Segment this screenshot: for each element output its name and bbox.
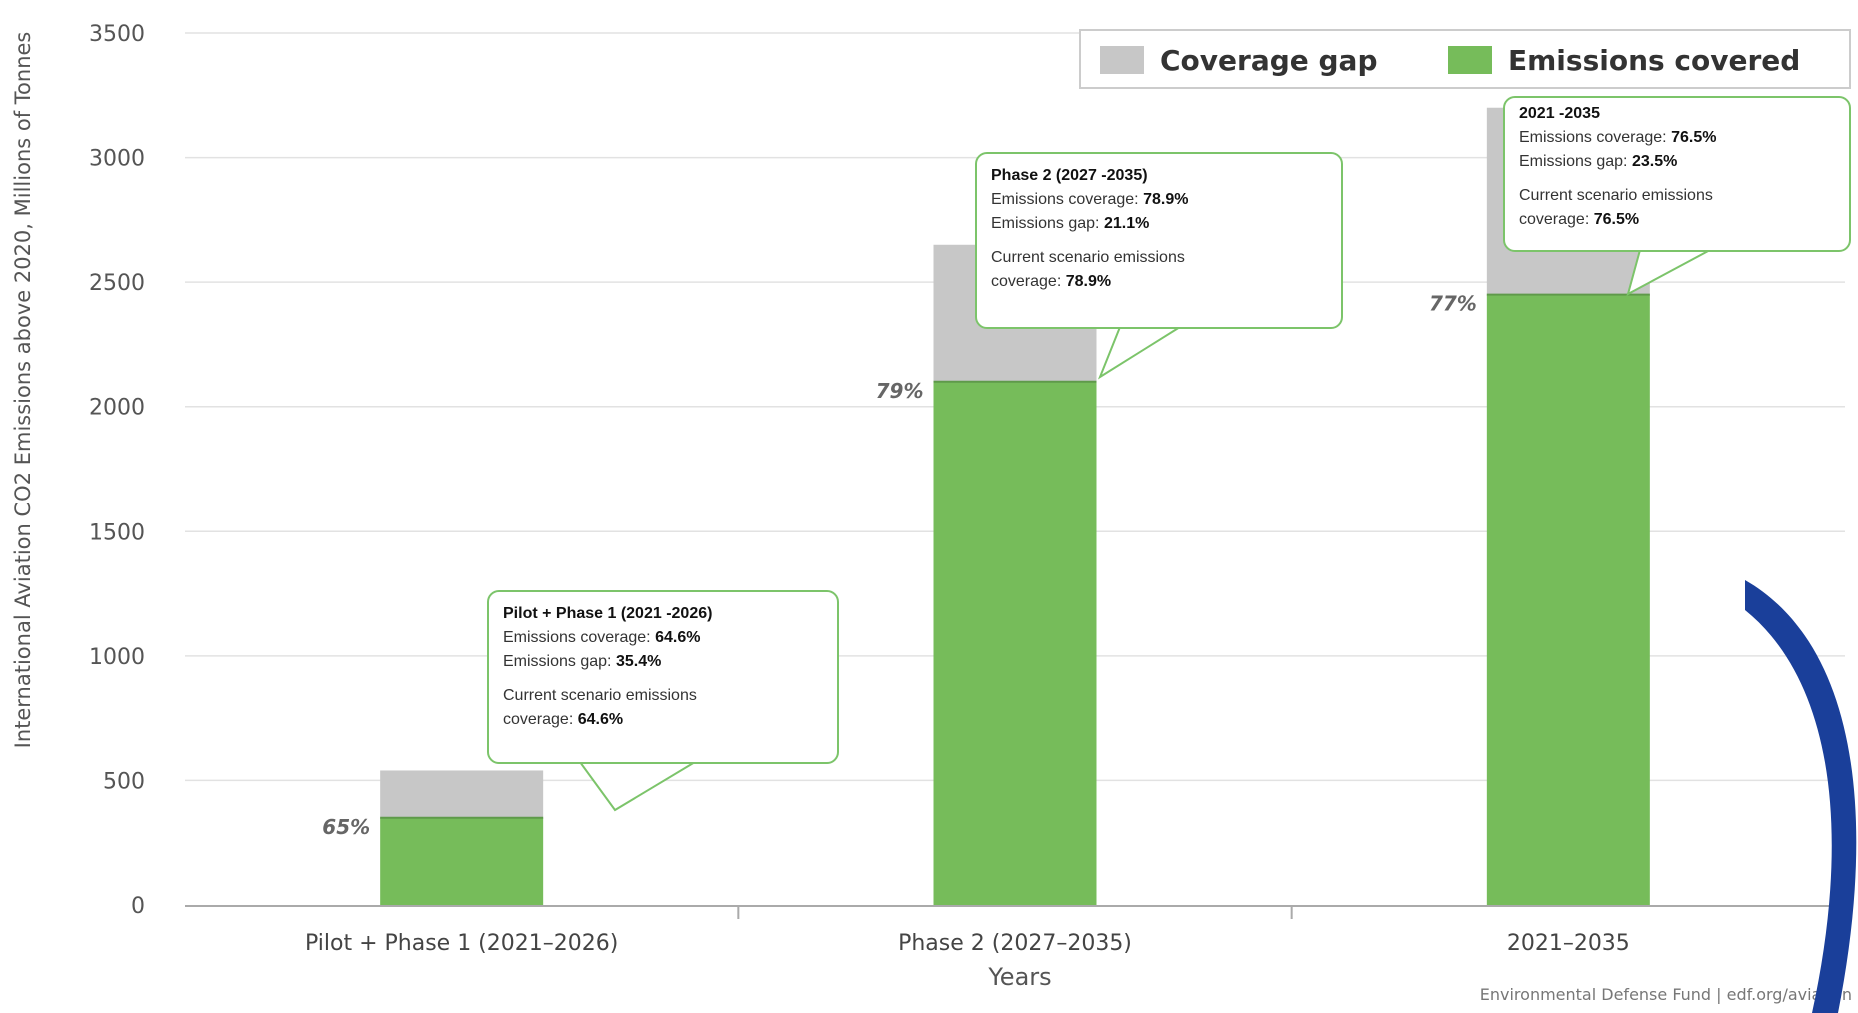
- y-tick-label: 1000: [89, 645, 145, 670]
- tooltip-gap: Emissions gap: 21.1%: [991, 215, 1150, 232]
- bar-emissions-covered: [1486, 294, 1650, 906]
- x-axis: Pilot + Phase 1 (2021–2026) Phase 2 (2027…: [185, 905, 1845, 956]
- tooltip-title: Phase 2 (2027 -2035): [991, 167, 1148, 184]
- y-tick-label: 500: [103, 769, 145, 794]
- x-axis-title: Years: [987, 963, 1051, 991]
- bar-percent-label: 79%: [876, 379, 924, 403]
- bar-percent-label: 77%: [1429, 292, 1477, 316]
- tooltip-phase2: Phase 2 (2027 -2035) Emissions coverage:…: [975, 152, 1343, 329]
- tooltip-coverage: Emissions coverage: 76.5%: [1519, 129, 1717, 146]
- legend-label-emissions-covered: Emissions covered: [1508, 44, 1800, 77]
- x-category-label: Pilot + Phase 1 (2021–2026): [305, 931, 618, 956]
- y-tick-label: 0: [131, 894, 145, 919]
- bar-emissions-covered: [380, 817, 544, 905]
- tooltip-scenario: Current scenario emissions: [1519, 187, 1713, 204]
- tooltip-pointers: [579, 249, 1711, 812]
- tooltip-scenario-value: coverage: 64.6%: [503, 711, 624, 728]
- tooltip-pointer-1: [579, 761, 696, 812]
- x-category-label: Phase 2 (2027–2035): [898, 931, 1132, 956]
- bar-coverage-gap: [380, 770, 544, 818]
- tooltip-pointer-2: [1097, 326, 1181, 380]
- tooltip-scenario: Current scenario emissions: [991, 249, 1185, 266]
- blue-arc-decoration: [1745, 580, 1857, 1013]
- tooltip-gap: Emissions gap: 23.5%: [1519, 153, 1678, 170]
- y-tick-label: 2000: [89, 396, 145, 421]
- tooltip-scenario-value: coverage: 78.9%: [991, 273, 1112, 290]
- y-tick-label: 1500: [89, 520, 145, 545]
- bar-percent-label: 65%: [322, 815, 370, 839]
- legend: Coverage gap Emissions covered: [1079, 29, 1851, 89]
- credit-text: Environmental Defense Fund | edf.org/avi…: [1480, 985, 1852, 1004]
- tooltip-coverage: Emissions coverage: 64.6%: [503, 629, 701, 646]
- tooltip-scenario: Current scenario emissions: [503, 687, 697, 704]
- x-category-label: 2021–2035: [1507, 931, 1630, 956]
- tooltip-title: Pilot + Phase 1 (2021 -2026): [503, 605, 713, 622]
- y-axis-title: International Aviation CO2 Emissions abo…: [11, 32, 35, 749]
- y-tick-label: 3500: [89, 22, 145, 47]
- y-tick-label: 3000: [89, 147, 145, 172]
- y-axis-ticks: 0 500 1000 1500 2000 2500 3000 3500: [89, 22, 145, 919]
- tooltip-title: 2021 -2035: [1519, 105, 1600, 122]
- legend-swatch-emissions-covered: [1448, 46, 1492, 74]
- tooltip-pilot-phase1: Pilot + Phase 1 (2021 -2026) Emissions c…: [487, 590, 839, 764]
- tooltip-gap: Emissions gap: 35.4%: [503, 653, 662, 670]
- tooltip-2021-2035: 2021 -2035 Emissions coverage: 76.5% Emi…: [1503, 96, 1851, 252]
- legend-label-coverage-gap: Coverage gap: [1160, 44, 1378, 77]
- legend-swatch-coverage-gap: [1100, 46, 1144, 74]
- tooltip-pointer-3: [1626, 249, 1711, 296]
- tooltip-coverage: Emissions coverage: 78.9%: [991, 191, 1189, 208]
- bar-emissions-covered: [933, 381, 1097, 905]
- tooltip-scenario-value: coverage: 76.5%: [1519, 211, 1640, 228]
- y-tick-label: 2500: [89, 271, 145, 296]
